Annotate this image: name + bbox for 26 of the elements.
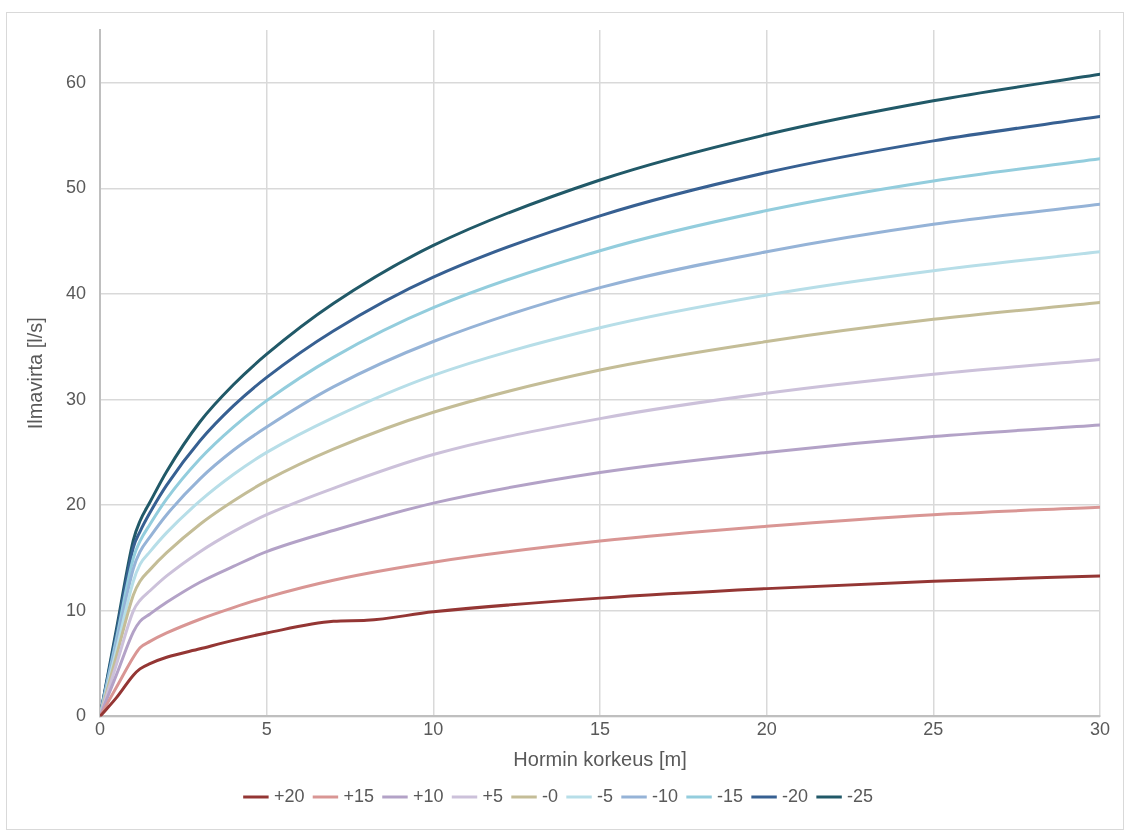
legend-label: -25 bbox=[847, 785, 874, 806]
legend-label: +5 bbox=[482, 785, 504, 806]
x-tick-label: 20 bbox=[756, 719, 777, 740]
x-axis-title: Hormin korkeus [m] bbox=[513, 747, 687, 770]
y-tick-label: 50 bbox=[65, 177, 87, 198]
legend-label: -5 bbox=[597, 785, 614, 806]
legend-label: -15 bbox=[717, 785, 744, 806]
y-tick-label: 30 bbox=[65, 388, 87, 409]
legend-label: +10 bbox=[412, 785, 444, 806]
legend-label: +15 bbox=[343, 785, 374, 806]
y-tick-label: 60 bbox=[65, 71, 87, 92]
legend-label: +20 bbox=[273, 785, 305, 806]
x-tick-label: 30 bbox=[1089, 719, 1111, 740]
y-tick-label: 0 bbox=[76, 705, 87, 726]
legend-label: -20 bbox=[782, 785, 809, 806]
x-tick-label: 25 bbox=[923, 719, 944, 740]
x-tick-label: 0 bbox=[95, 719, 106, 740]
x-tick-label: 10 bbox=[423, 719, 444, 740]
y-axis-title: Ilmavirta [l/s] bbox=[23, 317, 46, 430]
y-tick-label: 40 bbox=[65, 282, 87, 303]
legend-label: -0 bbox=[542, 785, 559, 806]
y-tick-label: 20 bbox=[65, 494, 87, 515]
x-tick-label: 5 bbox=[261, 719, 272, 740]
x-tick-label: 15 bbox=[590, 719, 611, 740]
y-tick-label: 10 bbox=[65, 599, 87, 620]
legend-label: -10 bbox=[652, 785, 679, 806]
